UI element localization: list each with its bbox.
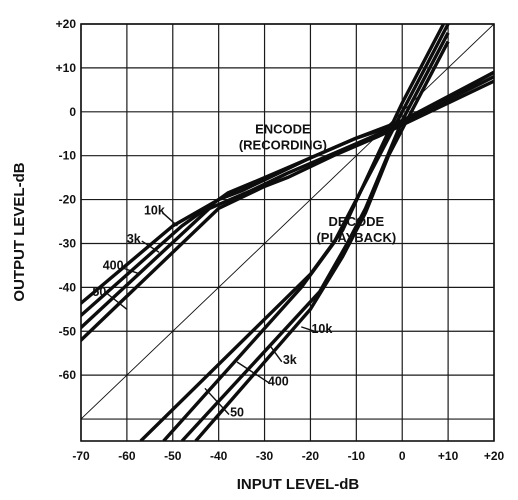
decode-label-line: DECODE	[329, 214, 385, 229]
y-axis-label: OUTPUT LEVEL-dB	[11, 162, 28, 301]
leader-line	[301, 326, 315, 332]
encode-curve-400	[81, 75, 494, 330]
decode-curve-3k	[162, 24, 450, 441]
leader-line	[204, 387, 230, 415]
decode-curve-10k	[139, 24, 446, 441]
frequency-label: 3k	[127, 232, 141, 246]
x-axis-label: INPUT LEVEL-dB	[237, 476, 360, 493]
y-tick-label: 0	[69, 105, 76, 119]
decode-curve-50	[194, 40, 450, 441]
decode-label-line: (PLAYBACK)	[316, 230, 396, 245]
series-group	[81, 24, 494, 441]
x-tick-label: 0	[399, 449, 406, 463]
y-tick-label: +10	[56, 61, 77, 75]
x-tick-label: -40	[210, 449, 228, 463]
y-tick-label: -60	[59, 368, 77, 382]
y-tick-label: -50	[59, 324, 77, 338]
leader-line	[161, 212, 178, 227]
leader-line	[141, 240, 160, 253]
frequency-label: 3k	[283, 353, 297, 367]
frequency-label: 50	[92, 285, 106, 299]
frequency-label: 400	[103, 258, 124, 272]
y-tick-label: +20	[56, 17, 77, 31]
leader-line	[106, 293, 128, 310]
leader-line	[120, 266, 141, 275]
y-tick-label: -30	[59, 236, 77, 250]
x-tick-label: -10	[348, 449, 366, 463]
frequency-label: 400	[268, 375, 289, 389]
frequency-label: 10k	[144, 204, 165, 218]
x-tick-label: -70	[72, 449, 90, 463]
x-tick-label: -60	[118, 449, 136, 463]
y-tick-label: -40	[59, 280, 77, 294]
frequency-label: 10k	[311, 322, 332, 336]
encode-label: ENCODE (RECORDING)	[239, 122, 327, 153]
encode-label-line: (RECORDING)	[239, 138, 327, 153]
encode-label-line: ENCODE	[255, 122, 311, 137]
plot-frame	[80, 23, 495, 442]
frequency-label: 50	[230, 405, 244, 419]
tick-labels: -70 -60 -50 -40 -30 -20 -10 0 +10 +20 +20 +10 0 -10 -2…	[56, 17, 505, 463]
annotations: ENCODE (RECORDING)DECODE (PLAYBACK)10k3k40…	[92, 122, 396, 420]
x-tick-label: +10	[438, 449, 459, 463]
y-tick-label: -10	[59, 149, 77, 163]
x-tick-label: -50	[164, 449, 182, 463]
leader-line	[236, 361, 271, 385]
x-tick-label: -20	[302, 449, 320, 463]
decode-label: DECODE (PLAYBACK)	[316, 214, 396, 245]
y-tick-label: -20	[59, 193, 77, 207]
leader-line	[268, 344, 283, 363]
x-tick-label: -30	[256, 449, 274, 463]
x-tick-label: +20	[484, 449, 505, 463]
